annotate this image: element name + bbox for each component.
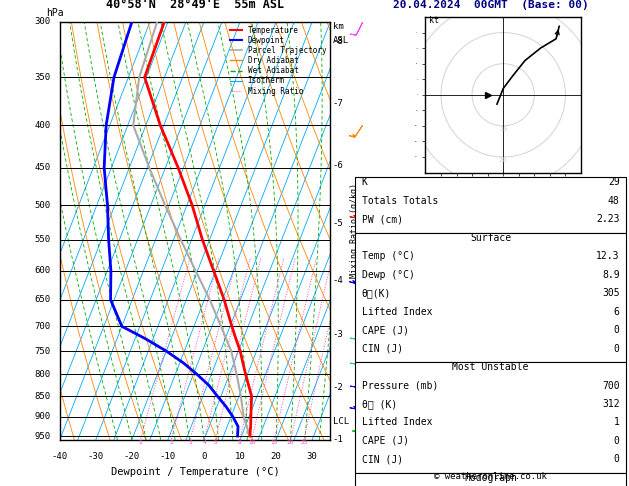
Text: 20: 20 bbox=[499, 157, 508, 163]
Text: -10: -10 bbox=[160, 452, 176, 461]
Text: CAPE (J): CAPE (J) bbox=[362, 325, 409, 335]
Text: 25: 25 bbox=[300, 440, 308, 445]
Text: -2: -2 bbox=[333, 382, 343, 392]
Text: θᴇ(K): θᴇ(K) bbox=[362, 288, 391, 298]
Text: 5: 5 bbox=[213, 440, 217, 445]
Text: LCL: LCL bbox=[333, 417, 349, 426]
Text: 20.04.2024  00GMT  (Base: 00): 20.04.2024 00GMT (Base: 00) bbox=[392, 0, 589, 10]
Text: 1: 1 bbox=[614, 417, 620, 428]
Text: -4: -4 bbox=[333, 277, 343, 285]
Text: 10: 10 bbox=[499, 126, 508, 132]
Text: hPa: hPa bbox=[47, 8, 64, 17]
Text: 500: 500 bbox=[34, 201, 50, 210]
Text: -6: -6 bbox=[333, 161, 343, 170]
Text: 650: 650 bbox=[34, 295, 50, 304]
Text: 0: 0 bbox=[614, 344, 620, 354]
Text: -1: -1 bbox=[333, 435, 343, 444]
Text: Totals Totals: Totals Totals bbox=[362, 196, 438, 206]
Text: 850: 850 bbox=[34, 392, 50, 400]
Text: 20: 20 bbox=[270, 452, 282, 461]
Text: 700: 700 bbox=[34, 322, 50, 331]
Text: Most Unstable: Most Unstable bbox=[452, 362, 529, 372]
Text: Hodograph: Hodograph bbox=[464, 473, 517, 483]
Text: 950: 950 bbox=[34, 432, 50, 441]
Text: θᴇ (K): θᴇ (K) bbox=[362, 399, 397, 409]
Text: 12.3: 12.3 bbox=[596, 251, 620, 261]
Text: 450: 450 bbox=[34, 163, 50, 172]
Text: 305: 305 bbox=[602, 288, 620, 298]
Text: 10: 10 bbox=[248, 440, 255, 445]
Text: Dewpoint / Temperature (°C): Dewpoint / Temperature (°C) bbox=[111, 467, 279, 477]
Text: PW (cm): PW (cm) bbox=[362, 214, 403, 225]
Text: -5: -5 bbox=[333, 219, 343, 228]
Text: 0: 0 bbox=[201, 452, 207, 461]
Text: kt: kt bbox=[428, 16, 438, 25]
Text: 20: 20 bbox=[287, 440, 294, 445]
Text: -30: -30 bbox=[88, 452, 104, 461]
Legend: Temperature, Dewpoint, Parcel Trajectory, Dry Adiabat, Wet Adiabat, Isotherm, Mi: Temperature, Dewpoint, Parcel Trajectory… bbox=[230, 26, 326, 96]
Text: 0: 0 bbox=[614, 325, 620, 335]
Text: 550: 550 bbox=[34, 235, 50, 244]
Text: 29: 29 bbox=[608, 177, 620, 188]
Text: Mixing Ratio (g/kg): Mixing Ratio (g/kg) bbox=[350, 183, 359, 278]
Text: Lifted Index: Lifted Index bbox=[362, 307, 432, 317]
Text: 700: 700 bbox=[602, 381, 620, 391]
Text: 800: 800 bbox=[34, 370, 50, 379]
Text: 10: 10 bbox=[235, 452, 245, 461]
Text: 0: 0 bbox=[614, 454, 620, 465]
Text: CAPE (J): CAPE (J) bbox=[362, 436, 409, 446]
Text: 350: 350 bbox=[34, 73, 50, 82]
Text: 15: 15 bbox=[270, 440, 278, 445]
Text: 8.9: 8.9 bbox=[602, 270, 620, 280]
Text: CIN (J): CIN (J) bbox=[362, 344, 403, 354]
Text: Pressure (mb): Pressure (mb) bbox=[362, 381, 438, 391]
Text: Temp (°C): Temp (°C) bbox=[362, 251, 415, 261]
Text: Surface: Surface bbox=[470, 233, 511, 243]
Text: 2: 2 bbox=[169, 440, 173, 445]
Text: 40°58'N  28°49'E  55m ASL: 40°58'N 28°49'E 55m ASL bbox=[106, 0, 284, 12]
Text: 8: 8 bbox=[238, 440, 242, 445]
Text: -40: -40 bbox=[52, 452, 68, 461]
Text: km: km bbox=[333, 22, 343, 31]
Text: 400: 400 bbox=[34, 121, 50, 130]
Text: 2.23: 2.23 bbox=[596, 214, 620, 225]
Text: 312: 312 bbox=[602, 399, 620, 409]
Text: Lifted Index: Lifted Index bbox=[362, 417, 432, 428]
Text: 3: 3 bbox=[188, 440, 192, 445]
Text: 300: 300 bbox=[34, 17, 50, 26]
Text: -3: -3 bbox=[333, 330, 343, 339]
Text: CIN (J): CIN (J) bbox=[362, 454, 403, 465]
Text: 750: 750 bbox=[34, 347, 50, 356]
Text: K: K bbox=[362, 177, 367, 188]
Text: 4: 4 bbox=[203, 440, 206, 445]
Text: 30: 30 bbox=[499, 188, 508, 194]
Text: 900: 900 bbox=[34, 412, 50, 421]
Text: 30: 30 bbox=[307, 452, 318, 461]
Text: -7: -7 bbox=[333, 99, 343, 107]
Text: 1: 1 bbox=[138, 440, 142, 445]
Text: -20: -20 bbox=[124, 452, 140, 461]
Text: ASL: ASL bbox=[333, 36, 349, 46]
Text: © weatheronline.co.uk: © weatheronline.co.uk bbox=[434, 472, 547, 481]
Text: Dewp (°C): Dewp (°C) bbox=[362, 270, 415, 280]
Text: 600: 600 bbox=[34, 266, 50, 276]
Text: -8: -8 bbox=[333, 37, 343, 46]
Text: 48: 48 bbox=[608, 196, 620, 206]
Text: 6: 6 bbox=[614, 307, 620, 317]
Text: 0: 0 bbox=[614, 436, 620, 446]
